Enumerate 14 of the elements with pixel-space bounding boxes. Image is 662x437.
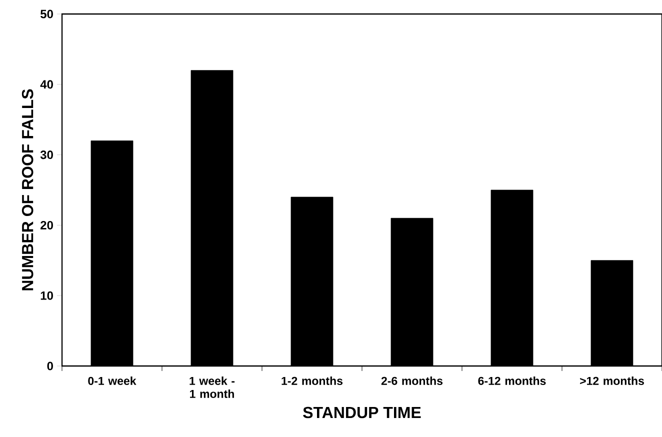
y-tick-label: 10 bbox=[40, 291, 53, 300]
y-tick-label: 20 bbox=[40, 220, 53, 230]
x-tick-label: 0-1 week bbox=[88, 376, 136, 385]
y-tick-label: 0 bbox=[47, 362, 53, 370]
y-axis-title: NUMBER OF ROOF FALLS bbox=[22, 89, 34, 290]
y-tick-label: 50 bbox=[40, 10, 53, 18]
x-tick-label: 6-12 months bbox=[478, 376, 546, 385]
x-tick-label: >12 months bbox=[580, 376, 644, 385]
y-tick-label: 40 bbox=[40, 80, 53, 89]
x-tick-label: 1 week - 1 month bbox=[190, 376, 235, 398]
y-tick-label: 30 bbox=[40, 150, 53, 160]
x-tick-label: 1-2 months bbox=[282, 376, 343, 385]
x-axis-title: STANDUP TIME bbox=[303, 406, 421, 418]
x-tick-label: 2-6 months bbox=[381, 376, 443, 385]
